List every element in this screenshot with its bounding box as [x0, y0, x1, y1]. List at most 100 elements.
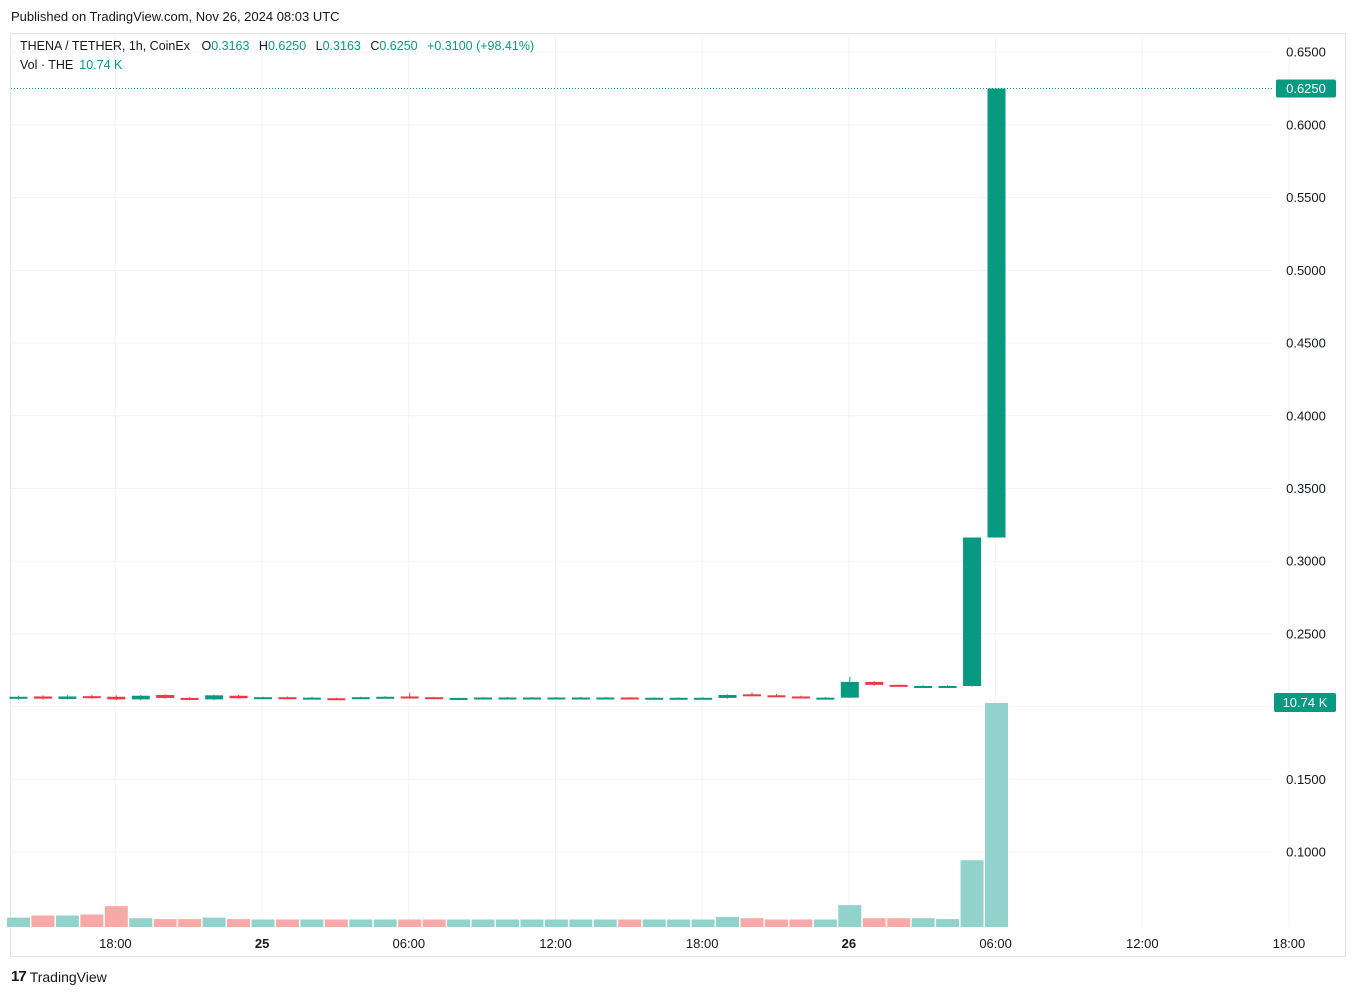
volume-bar [911, 918, 935, 927]
price-tick-label: 0.5500 [1286, 190, 1326, 205]
volume-legend: Vol · THE 10.74 K [20, 58, 122, 72]
candle-body [254, 697, 272, 700]
candle-body [914, 686, 933, 689]
volume-bar [104, 906, 128, 927]
volume-bar [349, 919, 373, 927]
volume-bar [31, 915, 55, 927]
grid-lines [11, 34, 1290, 927]
volume-bar [227, 919, 251, 927]
candle-body [938, 686, 957, 689]
price-axis[interactable]: 0.10000.15000.20000.25000.30000.35000.40… [1286, 45, 1326, 860]
candle-body [865, 681, 884, 685]
candle-body [302, 697, 321, 700]
candle-body [376, 696, 395, 699]
candle-body [816, 697, 835, 700]
volume-bar [813, 919, 837, 927]
candle-body [840, 681, 859, 698]
candle-body [571, 697, 590, 700]
candle-body [474, 697, 493, 700]
volume-bar [740, 918, 764, 927]
time-tick-label: 06:00 [393, 936, 426, 951]
time-tick-label: 18:00 [99, 936, 132, 951]
volume-bar [7, 917, 30, 927]
volume-bar [642, 919, 666, 927]
candle-body [791, 696, 810, 699]
price-tick-label: 0.5000 [1286, 263, 1326, 278]
series-legend: THENA / TETHER, 1h, CoinEx O0.3163 H0.62… [20, 39, 540, 53]
volume-bar [691, 919, 715, 927]
candle-body [327, 698, 346, 701]
volume-bar [593, 919, 617, 927]
candle-body [889, 684, 908, 687]
candle-body [694, 697, 713, 700]
time-tick-label: 26 [842, 936, 856, 951]
volume-bar [887, 918, 911, 927]
legend-open-label: O [201, 39, 212, 53]
candle-body [449, 697, 468, 700]
volume-bar [202, 917, 226, 927]
candle-body [718, 695, 737, 698]
volume-bar [569, 919, 593, 927]
legend-open-value: 0.3163 [211, 39, 250, 53]
volume-bar [496, 919, 519, 927]
time-axis[interactable]: 18:00 25 06:00 12:00 18:00 26 06:00 12:00 18:00 [99, 936, 1305, 951]
candle-body [229, 695, 248, 699]
candle-body [522, 697, 541, 700]
candle-body [620, 697, 639, 700]
volume-bar [838, 905, 862, 927]
volume-bar [618, 919, 642, 927]
last-value-markers: 0.6250 10.74 K [11, 79, 1336, 712]
last-volume-tag [1274, 693, 1336, 712]
candle-body [767, 695, 786, 698]
published-caption: Published on TradingView.com, Nov 26, 20… [11, 9, 340, 24]
volume-bar [398, 919, 422, 927]
candle-body [278, 697, 297, 700]
volume-bar [789, 919, 813, 927]
price-tick-label: 0.4500 [1286, 336, 1326, 351]
legend-high-label: H [258, 39, 268, 53]
candle-body [596, 697, 615, 700]
volume-bar [178, 919, 202, 927]
legend-symbol: THENA / TETHER, 1h, CoinEx [20, 39, 190, 53]
candle-body [205, 695, 224, 700]
candles [9, 88, 1006, 701]
last-price-tag [1276, 79, 1336, 98]
chart-frame [10, 33, 1346, 957]
volume-bar [960, 860, 984, 927]
price-tick-label: 0.3500 [1286, 481, 1326, 496]
candle-body [743, 694, 761, 697]
candle-body [180, 697, 199, 700]
candle-body [33, 696, 52, 699]
candle-body [82, 696, 101, 699]
volume-bar [153, 919, 177, 927]
volume-bar [862, 918, 886, 927]
price-tick-label: 0.4000 [1286, 408, 1326, 423]
volume-bar [471, 919, 495, 927]
candle-body [156, 695, 175, 698]
candle-body [400, 696, 419, 699]
legend-low-value: 0.3163 [322, 39, 361, 53]
volume-bar [520, 919, 544, 927]
candle-body [131, 695, 150, 700]
legend-low-label: L [315, 39, 323, 53]
volume-bar [447, 919, 471, 927]
candle-body [547, 697, 566, 700]
volume-bar [324, 919, 348, 927]
volume-bar [716, 916, 740, 927]
last-price-label: 0.6250 [1286, 81, 1326, 96]
time-tick-label: 12:00 [1126, 936, 1159, 951]
candle-body [107, 696, 126, 700]
price-tick-label: 0.2500 [1286, 626, 1326, 641]
legend-volume-value: 10.74 K [79, 58, 123, 72]
volume-bar [544, 919, 568, 927]
legend-close-value: 0.6250 [379, 39, 418, 53]
time-tick-label: 25 [255, 936, 269, 951]
tradingview-brand: TradingView [29, 968, 107, 985]
legend-high-value: 0.6250 [267, 39, 307, 53]
tradingview-footer[interactable]: 17 TradingView [11, 968, 107, 985]
volume-bar [985, 703, 1008, 927]
volume-bar [422, 919, 446, 927]
legend-volume-label: Vol · THE [20, 58, 74, 72]
tradingview-logo-icon: 17 [11, 968, 27, 985]
